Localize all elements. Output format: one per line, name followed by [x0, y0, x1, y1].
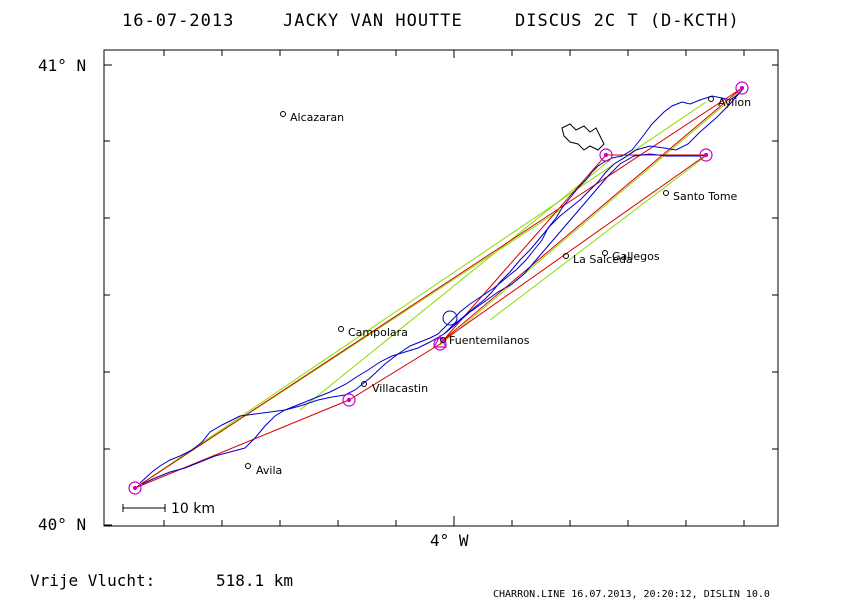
place-label-villacastin: Villacastin [372, 382, 428, 395]
flight-track-return [443, 89, 743, 335]
optimised-route [134, 87, 743, 489]
software-footer: CHARRON.LINE 16.07.2013, 20:20:12, DISLI… [493, 589, 770, 600]
distance-label: Vrije Vlucht: [30, 571, 155, 590]
place-marker-avila [245, 463, 251, 469]
turnpoint-fuentemilanos-circle [433, 337, 447, 351]
place-marker-fuentemilanos [440, 337, 446, 343]
flight-track-south [141, 333, 445, 485]
lon-center-label: 4° W [430, 531, 469, 550]
place-marker-villacastin [361, 381, 367, 387]
scale-bar-label: 10 km [171, 501, 215, 517]
turnpoint-ne2-circle [699, 148, 713, 162]
place-label-gallegos: Gallegos [612, 250, 660, 263]
place-marker-gallegos [602, 250, 608, 256]
place-marker-alcazaran [280, 111, 286, 117]
distance-value: 518.1 km [216, 571, 293, 590]
place-marker-campolara [338, 326, 344, 332]
place-marker-aylion [708, 96, 714, 102]
place-marker-santo-tome [663, 190, 669, 196]
places [245, 96, 714, 469]
turnpoint-aylion-circle [735, 81, 749, 95]
frame-ticks [104, 50, 778, 526]
turnpoints [128, 81, 749, 495]
place-label-campolara: Campolara [348, 326, 408, 339]
lat-top-label: 41° N [38, 56, 86, 75]
header-glider: DISCUS 2C T (D-KCTH) [515, 11, 740, 31]
map-frame [103, 49, 779, 527]
place-label-fuentemilanos: Fuentemilanos [449, 334, 530, 347]
start-triangle-icon [432, 334, 448, 348]
flight-track [139, 101, 683, 484]
place-label-aylion: Aylion [718, 96, 751, 109]
scale-bar [122, 504, 166, 512]
turnpoint-start-circle [128, 481, 142, 495]
header-pilot: JACKY VAN HOUTTE [283, 11, 463, 31]
flight-track-final [443, 153, 707, 335]
lat-bottom-label: 40° N [38, 515, 86, 534]
place-label-la-salceda: La Salceda [573, 253, 633, 266]
place-label-santo-tome: Santo Tome [673, 190, 738, 203]
track-circle [442, 310, 458, 326]
place-marker-la-salceda [563, 253, 569, 259]
header-date: 16-07-2013 [122, 11, 234, 31]
place-label-avila: Avila [256, 464, 282, 477]
turnpoint-villacastin-circle [342, 393, 356, 407]
turnpoint-ne1-circle [599, 148, 613, 162]
reservoir-outline [561, 123, 605, 151]
place-label-alcazaran: Alcazaran [290, 111, 344, 124]
